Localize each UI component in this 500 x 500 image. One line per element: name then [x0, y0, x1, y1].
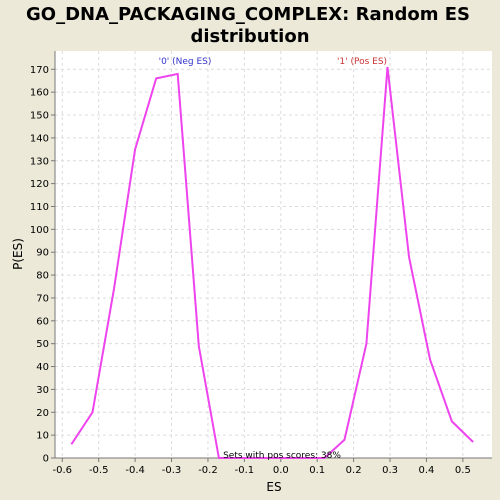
y-tick-label: 130 — [30, 156, 49, 167]
x-tick-label: -0.5 — [89, 465, 109, 476]
y-tick-label: 90 — [36, 248, 49, 259]
y-tick-label: 20 — [36, 408, 49, 419]
y-tick-label: 120 — [30, 179, 49, 190]
y-tick-label: 40 — [36, 362, 49, 373]
y-axis-ticks: 0 10 20 30 40 50 60 70 80 90 100 110 120 130 140 150 160… — [30, 65, 55, 465]
y-tick-label: 70 — [36, 293, 49, 304]
x-tick-label: 0.0 — [273, 465, 289, 476]
x-axis-ticks: -0.6 -0.5 -0.4 -0.3 -0.2 -0.1 0.0 0.1 0.2 0.3 0.4 0… — [53, 458, 471, 476]
y-tick-label: 110 — [30, 202, 49, 213]
y-tick-label: 150 — [30, 111, 49, 122]
y-tick-label: 170 — [30, 65, 49, 76]
x-tick-label: 0.3 — [382, 465, 398, 476]
y-tick-label: 30 — [36, 385, 49, 396]
series-line — [70, 66, 474, 459]
x-tick-label: -0.6 — [53, 465, 73, 476]
chart-title-line1: GO_DNA_PACKAGING_COMPLEX: Random ES — [26, 4, 470, 25]
pos-es-label: '1' (Pos ES) — [337, 57, 387, 67]
x-tick-label: -0.3 — [162, 465, 182, 476]
y-tick-label: 80 — [36, 271, 49, 282]
y-tick-label: 100 — [30, 225, 49, 236]
x-tick-label: 0.2 — [346, 465, 362, 476]
y-tick-label: 10 — [36, 431, 49, 442]
x-tick-label: -0.4 — [125, 465, 145, 476]
neg-es-label: '0' (Neg ES) — [159, 57, 212, 67]
x-tick-label: 0.4 — [418, 465, 434, 476]
y-tick-label: 0 — [43, 454, 49, 465]
y-axis-label: P(ES) — [11, 238, 25, 270]
x-tick-label: 0.1 — [309, 465, 325, 476]
y-tick-label: 50 — [36, 339, 49, 350]
chart-title-line2: distribution — [190, 26, 309, 47]
y-tick-label: 160 — [30, 88, 49, 99]
plot-area — [55, 51, 492, 458]
pos-scores-footnote: Sets with pos scores: 38% — [223, 451, 341, 461]
x-tick-label: -0.1 — [235, 465, 255, 476]
y-tick-label: 140 — [30, 133, 49, 144]
x-axis-label: ES — [266, 480, 281, 494]
x-tick-label: 0.5 — [455, 465, 471, 476]
y-tick-label: 60 — [36, 316, 49, 327]
grid-lines — [55, 51, 492, 459]
x-tick-label: -0.2 — [198, 465, 218, 476]
